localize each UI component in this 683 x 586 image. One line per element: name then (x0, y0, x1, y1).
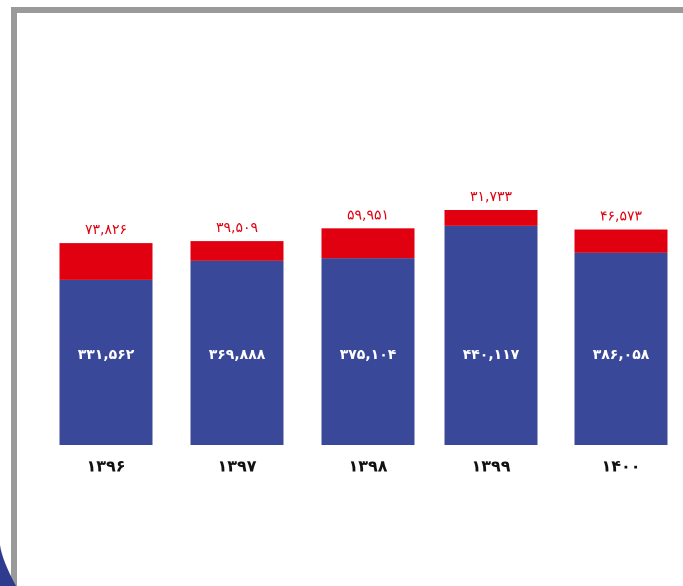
x-tick-label: ۱۴۰۰ (601, 457, 640, 476)
frame (11, 7, 683, 586)
bar-segment (444, 225, 538, 445)
value-label: ۳۳۱,۵۶۲ (78, 347, 135, 363)
bar-segment (574, 252, 668, 445)
value-label: ۵۹,۹۵۱ (347, 207, 389, 223)
bar-segment (321, 258, 415, 445)
x-tick-label: ۱۳۹۶ (86, 457, 125, 476)
bar-segment (59, 279, 153, 445)
value-label: ۳۷۵,۱۰۴ (340, 347, 397, 363)
bar-segment (444, 210, 538, 226)
value-label: ۷۳,۸۲۶ (85, 222, 127, 238)
x-tick-label: ۱۳۹۷ (217, 457, 256, 476)
value-label: ۳۱,۷۳۳ (470, 189, 513, 205)
value-label: ۳۹,۵۰۹ (216, 220, 258, 236)
value-label: ۳۸۶,۰۵۸ (593, 347, 650, 363)
value-label: ۴۶,۵۷۳ (600, 209, 643, 225)
bar-segment (190, 241, 284, 261)
x-tick-label: ۱۳۹۸ (348, 457, 387, 476)
bar-segment (574, 229, 668, 253)
value-label: ۳۶۹,۸۸۸ (209, 347, 266, 363)
value-label: ۴۴۰,۱۱۷ (463, 347, 520, 363)
bar-segment (190, 260, 284, 445)
corner-decoration (0, 545, 16, 586)
bar-segment (321, 228, 415, 259)
x-tick-label: ۱۳۹۹ (471, 457, 510, 476)
bar-segment (59, 243, 153, 280)
